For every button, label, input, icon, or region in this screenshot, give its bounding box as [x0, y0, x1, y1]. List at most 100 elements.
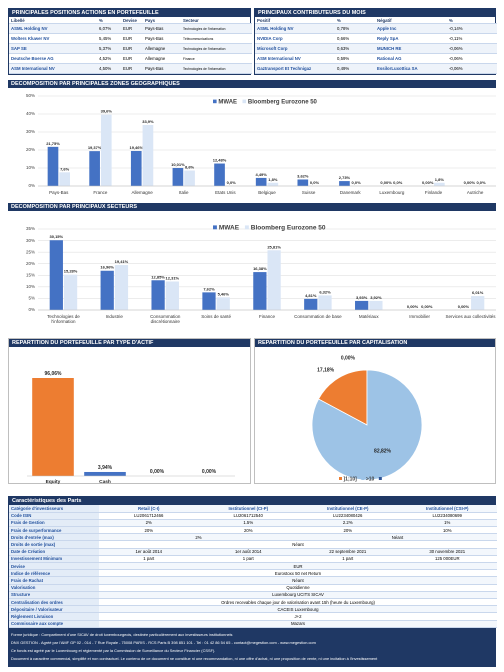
table-cell: EUR: [121, 63, 143, 74]
bar: [130, 150, 142, 186]
table-cell: Allemagne: [143, 53, 181, 64]
table-row: Commissaire aux compte Mazars: [9, 620, 497, 628]
table-cell: 1 part: [99, 555, 199, 564]
table-cell: J+2: [99, 612, 497, 621]
bar: [63, 274, 78, 310]
chart-title: DECOMPOSITION PAR PRINCIPALES ZONES GEOG…: [8, 80, 496, 88]
table-row: Investissement Minimum 1 part 1 part 1 part…: [9, 555, 497, 564]
table-cell: Microsoft Corp: [255, 43, 335, 54]
y-tick-label: 15%: [26, 272, 35, 277]
table-row: Valorisation Quotidienne: [9, 584, 497, 592]
value-label: 0,0%: [227, 180, 237, 185]
bar: [339, 181, 350, 186]
table-cell: EssilorLuxottica SA: [375, 63, 447, 74]
chart-panel: REPARTITION DU PORTEFEUILLE PAR CAPITALI…: [254, 338, 496, 484]
table-cell: 0,59%: [335, 53, 375, 64]
x-tick-label: Autriche: [466, 190, 484, 195]
table-cell: Ordres recevables chaque jour de valoris…: [99, 598, 497, 607]
table-cell: 30 novembre 2021: [397, 548, 497, 556]
value-label: 2,73%: [339, 175, 351, 180]
value-label: 15,28%: [64, 269, 78, 274]
bar: [253, 272, 267, 310]
table-cell: LU2234080699: [397, 512, 497, 520]
legend-swatch: [378, 477, 382, 480]
x-tick-label: Equity: [46, 479, 61, 484]
legend-swatch: [242, 99, 247, 104]
x-tick-label: Allemagne: [131, 190, 153, 195]
bar: [255, 177, 267, 186]
bar: [297, 179, 309, 186]
footer: Forme juridique : Compartiment d'une SIC…: [8, 629, 496, 667]
table-cell: Quotidienne: [99, 584, 497, 592]
table-cell: 1er août 2014: [99, 548, 199, 556]
bar: [47, 146, 59, 186]
column-header: %: [97, 17, 121, 24]
table-cell: Deutsche Boerse AG: [9, 53, 97, 64]
column-header: Secteur: [181, 17, 252, 24]
table-row: ASM International NV 4,50% EUR Pays-Bas Tech…: [9, 63, 252, 74]
pie-slice: [311, 369, 423, 481]
table-cell: Néant: [99, 576, 497, 585]
value-label: 0,0%: [476, 180, 486, 185]
table-cell: 5,45%: [97, 33, 121, 44]
value-label: 12,31%: [166, 276, 180, 281]
bar: [100, 114, 112, 186]
row-label: Règlement Livraison: [9, 612, 99, 621]
table-cell: Néant: [298, 533, 497, 542]
x-tick-label: Belgique: [258, 190, 276, 195]
x-tick-label: Suisse: [301, 190, 316, 195]
y-tick-label: 30%: [26, 238, 35, 243]
y-tick-label: 50%: [26, 93, 35, 98]
column-header: Devise: [121, 17, 143, 24]
row-label: Date de Création: [9, 548, 99, 556]
bar: [216, 297, 230, 310]
value-label: 7,62%: [203, 286, 215, 291]
bar: [318, 295, 332, 310]
bar: [100, 270, 114, 310]
row-label: Code ISIN: [9, 512, 99, 520]
value-label: 96,06%: [45, 371, 63, 377]
x-tick-label: Technologies de l'information: [47, 314, 80, 324]
y-tick-label: 10%: [26, 165, 35, 170]
value-label: 8,6%: [185, 165, 195, 170]
characteristics-panel: Caractéristiques des Parts Catégorie d'in…: [8, 496, 497, 629]
row-label: Valorisation: [9, 584, 99, 592]
bar: [151, 280, 165, 310]
table-cell: Technologies de l'information: [181, 63, 252, 74]
x-tick-label: Consommation discrétionnaire: [150, 314, 181, 324]
value-label: 39,6%: [101, 109, 113, 114]
footer-line: Forme juridique : Compartiment d'une SIC…: [11, 632, 233, 637]
table-cell: 2%: [99, 519, 199, 528]
chart: 0% 5% 10% 15% 20% 25% 30% 35% 30,15% 15,28% 16,96%…: [26, 225, 496, 312]
value-label: 7,6%: [60, 166, 70, 171]
value-label: 0,0%: [352, 180, 362, 185]
table-cell: MUNICH RE: [375, 43, 447, 54]
column-header: %: [447, 17, 497, 24]
legend-swatch: [244, 225, 249, 230]
value-label: 16,96%: [100, 265, 114, 270]
panel-title: PRINCIPAUX CONTRIBUTEURS DU MOIS: [255, 9, 495, 17]
table-row: Catégorie d'investisseurs Retail (C-I) Ins…: [9, 505, 497, 513]
chart-panel: DECOMPOSITION PAR PRINCIPALES ZONES GEOG…: [8, 80, 496, 200]
value-label: 4,49%: [255, 172, 267, 177]
header-row: Positif% Négatif%: [255, 17, 497, 24]
value-label: 10,01%: [171, 162, 185, 167]
bar: [304, 298, 318, 310]
table-cell: Gaztransport Et Technigaz: [255, 63, 335, 74]
table-row: Frais de Rachat Néant: [9, 576, 497, 585]
table-cell: 6,07%: [97, 23, 121, 34]
y-tick-label: 25%: [26, 249, 35, 254]
x-tick-label: Immobilier: [409, 314, 431, 319]
table-cell: SAP SE: [9, 43, 97, 54]
bar: [434, 182, 445, 186]
y-tick-label: 5%: [28, 296, 35, 301]
table-cell: 10%: [397, 526, 497, 535]
row-label: Commissaire aux compte: [9, 620, 99, 628]
table-row: Droits d'entrée (max) 2% Néant: [9, 533, 497, 542]
bar: [471, 296, 485, 310]
column-header: Pays: [143, 17, 181, 24]
value-label: 82,82%: [374, 448, 392, 454]
table-cell: EUR: [121, 53, 143, 64]
row-label: Investissement Minimum: [9, 555, 99, 564]
